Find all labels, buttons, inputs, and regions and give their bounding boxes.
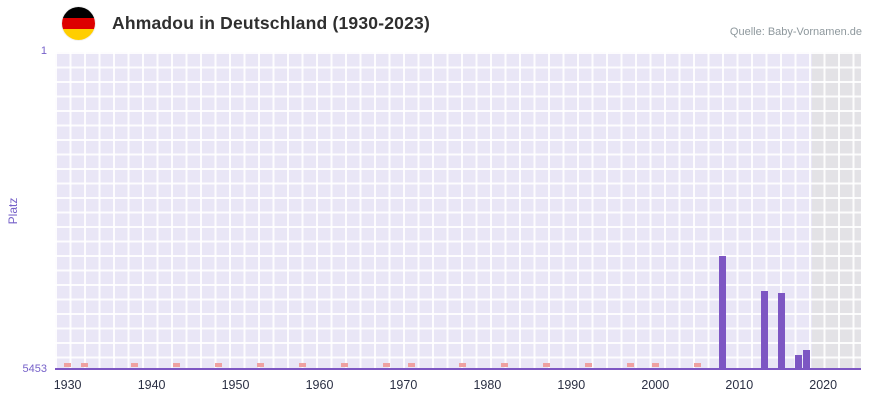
recent-years-region (811, 52, 861, 370)
y-axis-top-label: 1 (40, 45, 47, 57)
x-axis-labels: 1930 1940 1950 1960 1970 1980 1990 2000 2010 2020 (53, 378, 861, 398)
x-tick-label-1970: 1970 (389, 378, 418, 392)
chart-title: Ahmadou in Deutschland (1930-2023) (112, 13, 430, 33)
no-rank-marker-1971 (408, 363, 416, 367)
no-rank-marker-1943 (173, 363, 181, 367)
no-rank-marker-1958 (299, 363, 307, 367)
no-rank-marker-1997 (626, 363, 634, 367)
germany-flag-icon (62, 7, 95, 40)
x-tick-label-1980: 1980 (473, 378, 502, 392)
x-axis-line (55, 368, 861, 370)
bar-2018[interactable] (802, 350, 810, 368)
no-rank-marker-1938 (131, 363, 139, 367)
x-tick-label-1940: 1940 (137, 378, 166, 392)
x-tick-label-1930: 1930 (53, 378, 82, 392)
x-tick-label-1990: 1990 (557, 378, 586, 392)
no-rank-marker-1977 (458, 363, 466, 367)
x-tick-label-2000: 2000 (641, 378, 670, 392)
no-rank-marker-1932 (80, 363, 88, 367)
no-rank-marker-1982 (500, 363, 508, 367)
no-rank-marker-1992 (584, 363, 592, 367)
no-rank-marker-1968 (383, 363, 391, 367)
no-rank-marker-1930 (64, 363, 72, 367)
source-credit: Quelle: Baby-Vornamen.de (729, 26, 862, 38)
bar-2008[interactable] (719, 256, 726, 368)
x-tick-label-2010: 2010 (725, 378, 754, 392)
x-tick-label-1960: 1960 (305, 378, 334, 392)
plot-area (55, 52, 861, 370)
bar-2017[interactable] (794, 355, 802, 368)
bar-2015[interactable] (777, 292, 785, 368)
grid-overlay (55, 52, 861, 370)
no-rank-marker-2000 (651, 363, 659, 367)
y-axis-bottom-label: 5453 (22, 363, 47, 375)
x-tick-label-2020: 2020 (809, 378, 838, 392)
x-tick-label-1950: 1950 (221, 378, 250, 392)
no-rank-marker-1963 (341, 363, 349, 367)
no-rank-marker-1987 (542, 363, 550, 367)
y-axis-title: Platz (6, 197, 20, 225)
no-rank-marker-1948 (215, 363, 223, 367)
bar-2013[interactable] (760, 291, 768, 368)
no-rank-marker-1953 (257, 363, 265, 367)
no-rank-marker-2005 (693, 363, 701, 367)
